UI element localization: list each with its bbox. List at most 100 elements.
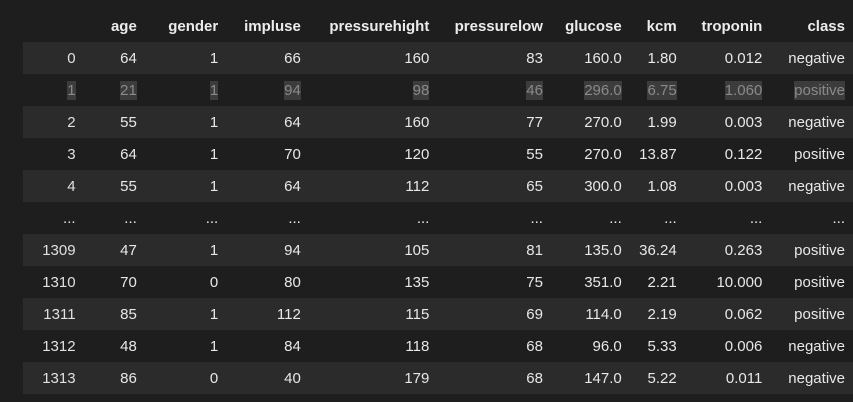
cell-troponin: 0.003 [724, 113, 763, 131]
cell-kcm: 36.24 [639, 241, 677, 259]
cell-pressurehight: 118 [405, 337, 430, 355]
cell-class: positive [794, 145, 845, 163]
cell-impluse: 84 [284, 337, 301, 355]
cell-age: 47 [120, 241, 137, 259]
cell-troponin: 0.012 [724, 49, 763, 67]
row-index: 1313 [42, 369, 76, 387]
cell-class: positive [770, 74, 853, 106]
cell-kcm: 2.19 [647, 305, 677, 323]
cell-gender: 1 [209, 337, 219, 355]
selected-text: 296.0 [584, 80, 622, 100]
column-header-age: age [110, 17, 137, 35]
cell-class: negative [788, 369, 845, 387]
cell-pressurehight: 98 [309, 74, 438, 106]
cell-pressurelow: 55 [526, 145, 543, 163]
table-row: 0 64 1 66 160 83 160.0 1.80 0.012 negative [23, 42, 853, 74]
cell-gender: 0 [209, 273, 219, 291]
selected-text: 21 [120, 80, 137, 100]
cell-pressurehight: 115 [405, 305, 430, 323]
cell-pressurelow: ... [530, 209, 543, 227]
row-index: 1311 [43, 305, 76, 323]
table-row: 1311 85 1 112 115 69 114.0 2.19 0.062 positive [23, 298, 853, 330]
cell-gender: 1 [209, 113, 219, 131]
cell-pressurelow: 68 [526, 337, 543, 355]
cell-pressurelow: 69 [526, 305, 543, 323]
column-header-kcm: kcm [646, 17, 677, 35]
cell-class: positive [794, 273, 845, 291]
column-header-gender: gender [168, 17, 219, 35]
cell-glucose: 270.0 [584, 145, 622, 163]
cell-age: 85 [120, 305, 137, 323]
cell-pressurelow: 68 [526, 369, 543, 387]
cell-age: 64 [120, 145, 137, 163]
cell-kcm: ... [664, 209, 677, 227]
selected-text: 1 [67, 80, 76, 100]
cell-kcm: 5.33 [647, 337, 677, 355]
cell-troponin: 10.000 [716, 273, 763, 291]
selected-text: 6.75 [647, 80, 677, 100]
cell-impluse: 64 [284, 113, 301, 131]
header-row: age gender impluse pressurehight pressur… [23, 10, 853, 42]
cell-troponin: 0.003 [724, 177, 763, 195]
cell-age: ... [124, 209, 137, 227]
cell-impluse: 66 [284, 49, 301, 67]
cell-pressurehight: 105 [404, 241, 430, 259]
dataframe-table: age gender impluse pressurehight pressur… [23, 10, 853, 394]
cell-impluse: 80 [284, 273, 301, 291]
row-index: 2 [67, 113, 76, 131]
selected-text: 94 [284, 80, 301, 100]
row-index: 1312 [42, 337, 76, 355]
table-row: 1312 48 1 84 118 68 96.0 5.33 0.006 negative [23, 330, 853, 362]
table-row: 1313 86 0 40 179 68 147.0 5.22 0.011 negative [23, 362, 853, 394]
cell-gender: 1 [209, 145, 219, 163]
row-index: 3 [67, 145, 76, 163]
cell-pressurehight: 179 [404, 369, 430, 387]
selected-text: 46 [526, 80, 543, 100]
cell-troponin: 0.062 [724, 305, 763, 323]
row-index: ... [63, 209, 76, 227]
cell-gender: 1 [209, 49, 219, 67]
cell-pressurehight: 160 [404, 49, 430, 67]
cell-troponin: ... [749, 209, 763, 227]
cell-gender: 0 [209, 369, 219, 387]
table-body: 0 64 1 66 160 83 160.0 1.80 0.012 negative 1 21 1 94 9… [23, 42, 853, 394]
cell-kcm: 1.99 [647, 113, 677, 131]
selected-text: 1.060 [724, 80, 763, 100]
cell-age: 55 [120, 177, 137, 195]
cell-kcm: 5.22 [647, 369, 677, 387]
cell-gender: 1 [209, 177, 219, 195]
cell-class: negative [788, 49, 845, 67]
cell-pressurelow: 83 [526, 49, 543, 67]
cell-impluse: 64 [284, 177, 301, 195]
cell-class: positive [794, 241, 845, 259]
cell-kcm: 1.80 [647, 49, 677, 67]
cell-impluse: 94 [284, 241, 301, 259]
index-header [23, 10, 84, 42]
cell-age: 55 [120, 113, 137, 131]
cell-gender: ... [205, 209, 219, 227]
cell-pressurelow: 75 [526, 273, 543, 291]
cell-pressurehight: 160 [404, 113, 430, 131]
column-header-pressurelow: pressurelow [454, 17, 543, 35]
cell-troponin: 0.011 [725, 369, 763, 387]
cell-troponin: 0.263 [724, 241, 763, 259]
column-header-class: class [807, 17, 845, 35]
table-row: 3 64 1 70 120 55 270.0 13.87 0.122 positive [23, 138, 853, 170]
cell-glucose: 351.0 [584, 273, 622, 291]
cell-class: negative [788, 337, 845, 355]
column-header-pressurehight: pressurehight [329, 17, 430, 35]
selected-text: positive [794, 80, 845, 100]
table-row: 2 55 1 64 160 77 270.0 1.99 0.003 negative [23, 106, 853, 138]
cell-impluse: ... [288, 209, 301, 227]
cell-pressurehight: ... [416, 209, 430, 227]
cell-glucose: 160.0 [584, 49, 622, 67]
cell-glucose: 135.0 [584, 241, 622, 259]
cell-impluse: 70 [284, 145, 301, 163]
cell-impluse: 112 [276, 305, 301, 323]
cell-kcm: 13.87 [639, 145, 677, 163]
column-header-glucose: glucose [565, 17, 622, 35]
cell-gender: 1 [209, 241, 219, 259]
cell-kcm: 1.08 [647, 177, 677, 195]
cell-glucose: ... [609, 209, 622, 227]
